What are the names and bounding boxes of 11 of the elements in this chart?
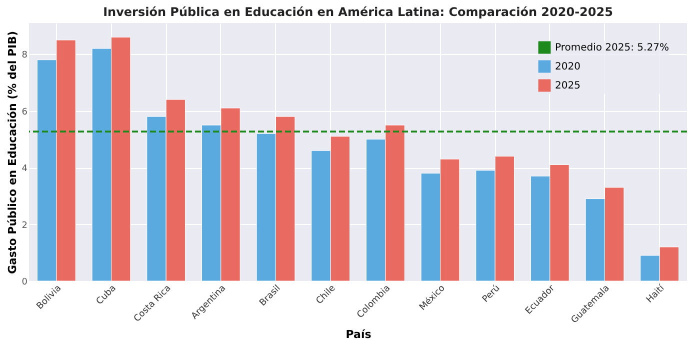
y-tick-label: 6 <box>22 107 28 118</box>
y-tick-label: 2 <box>22 220 28 231</box>
legend-label: Promedio 2025: 5.27% <box>555 42 669 54</box>
chart-title: Inversión Pública en Educación en América Latina: Comparación 2020-2025 <box>103 5 613 19</box>
x-axis-title: País <box>346 328 372 341</box>
y-tick-label: 4 <box>22 164 28 174</box>
y-tick-label: 8 <box>22 50 28 61</box>
y-tick-label: 0 <box>22 278 28 288</box>
legend-label: 2020 <box>555 62 580 72</box>
y-axis-title: Gasto Público en Educación (% del PIB) <box>6 30 19 274</box>
legend-label: 2025 <box>555 80 580 92</box>
